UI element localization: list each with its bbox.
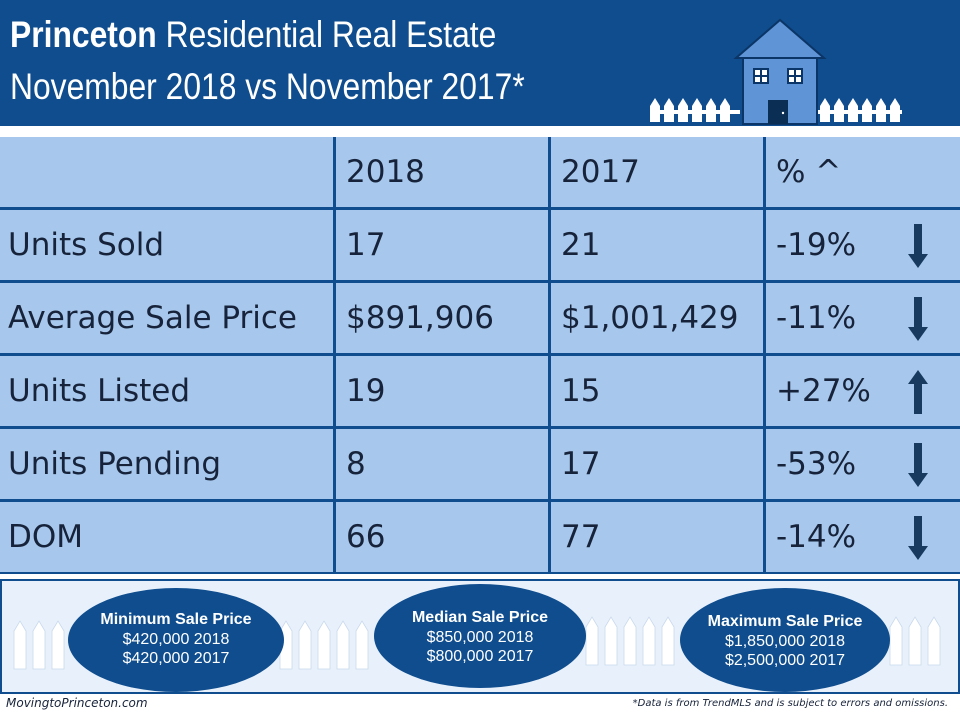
value-2017: 17 (551, 429, 763, 499)
arrow-down-icon (908, 297, 928, 341)
value-2018: 66 (336, 502, 548, 572)
percent-change: -14% (766, 502, 960, 572)
arrow-up-icon (908, 370, 928, 414)
value-2017: 15 (551, 356, 763, 426)
value-2018: 17 (336, 210, 548, 280)
percent-value: -53% (776, 446, 857, 482)
picket-fence-icon (650, 98, 740, 122)
percent-value: -11% (776, 300, 857, 336)
value-2017: 21 (551, 210, 763, 280)
maximum-sale-price-oval: Maximum Sale Price $1,850,000 2018 $2,50… (680, 588, 890, 692)
value-2017: 77 (551, 502, 763, 572)
header-banner: Princeton Residential Real Estate Novemb… (0, 0, 960, 126)
arrow-down-icon (908, 516, 928, 560)
value-2017: $1,001,429 (551, 283, 763, 353)
row-label: Units Listed (0, 356, 333, 426)
oval-line: $1,850,000 2018 (724, 633, 846, 650)
percent-change: -53% (766, 429, 960, 499)
header-cell-2018: 2018 (336, 137, 548, 207)
oval-line: $850,000 2018 (426, 629, 534, 646)
summary-band: Minimum Sale Price $420,000 2018 $420,00… (0, 579, 960, 694)
row-label: DOM (0, 502, 333, 572)
minimum-sale-price-oval: Minimum Sale Price $420,000 2018 $420,00… (68, 588, 284, 692)
house-icon (650, 18, 902, 125)
header-cell-2017: 2017 (551, 137, 763, 207)
arrow-down-icon (908, 443, 928, 487)
page-subtitle: November 2018 vs November 2017* (10, 66, 525, 107)
row-label: Units Sold (0, 210, 333, 280)
value-2018: 19 (336, 356, 548, 426)
percent-change: +27% (766, 356, 960, 426)
title-bold: Princeton (10, 14, 157, 55)
oval-title: Minimum Sale Price (100, 611, 252, 628)
percent-value: +27% (776, 373, 871, 409)
oval-line: $420,000 2018 (122, 631, 230, 648)
page-title: Princeton Residential Real Estate (10, 14, 496, 56)
oval-line: $2,500,000 2017 (724, 652, 846, 669)
oval-line: $800,000 2017 (426, 648, 534, 665)
percent-value: -19% (776, 227, 857, 263)
comparison-table: 2018 2017 % ^ Units Sold 17 21 -19% Aver… (0, 137, 960, 574)
site-link[interactable]: MovingtoPrinceton.com (6, 696, 148, 710)
oval-title: Maximum Sale Price (707, 613, 863, 630)
disclaimer: *Data is from TrendMLS and is subject to… (632, 698, 948, 709)
percent-change: -19% (766, 210, 960, 280)
median-sale-price-oval: Median Sale Price $850,000 2018 $800,000… (374, 584, 586, 688)
value-2018: 8 (336, 429, 548, 499)
oval-line: $420,000 2017 (122, 650, 230, 667)
row-label: Units Pending (0, 429, 333, 499)
arrow-down-icon (908, 224, 928, 268)
value-2018: $891,906 (336, 283, 548, 353)
row-label: Average Sale Price (0, 283, 333, 353)
header-cell-blank (0, 137, 333, 207)
percent-change: -11% (766, 283, 960, 353)
title-rest: Residential Real Estate (156, 14, 497, 55)
percent-value: -14% (776, 519, 857, 555)
header-cell-change: % ^ (766, 137, 960, 207)
oval-title: Median Sale Price (411, 609, 549, 626)
